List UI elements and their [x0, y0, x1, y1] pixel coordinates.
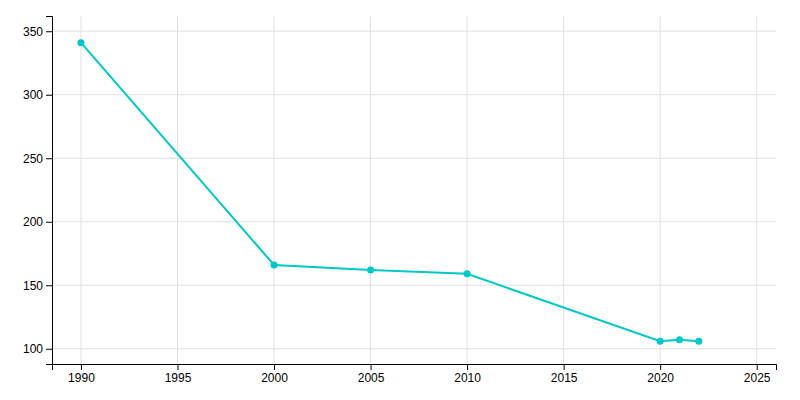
- y-axis: 100 150 200 250 300 350: [23, 17, 53, 365]
- x-tick-mark: [660, 364, 661, 370]
- point: [695, 338, 702, 345]
- grid-line-y: [52, 94, 776, 95]
- grid-line-y: [52, 221, 776, 222]
- point: [77, 39, 84, 46]
- y-tick: 350: [23, 25, 52, 39]
- y-tick-mark: [46, 285, 52, 286]
- x-tick-mark: [467, 364, 468, 370]
- y-tick-label: 250: [23, 152, 43, 166]
- x-tick-mark: [757, 364, 758, 370]
- grid-line-y: [52, 158, 776, 159]
- x-tick-label: 1990: [68, 371, 95, 385]
- x-tick-label: 2025: [744, 371, 771, 385]
- x-tick-mark: [177, 364, 178, 370]
- plot-area: 1990 1995 2000 2005 2010 2015 2020 2025 100 150 20…: [23, 16, 777, 385]
- y-tick-mark: [46, 95, 52, 96]
- x-tick-label: 1995: [165, 371, 192, 385]
- x-tick: 2015: [551, 364, 578, 385]
- line: [81, 43, 699, 341]
- grid-line-x: [660, 16, 661, 364]
- y-tick-label: 300: [23, 88, 43, 102]
- x-tick-label: 2015: [551, 371, 578, 385]
- x-tick: 1995: [165, 364, 192, 385]
- y-tick-label: 150: [23, 279, 43, 293]
- y-tick-mark: [46, 158, 52, 159]
- grid-line-x: [177, 16, 178, 364]
- y-axis-line: [46, 17, 53, 365]
- x-axis-line: [53, 365, 777, 371]
- x-tick-mark: [564, 364, 565, 370]
- y-tick-label: 200: [23, 215, 43, 229]
- y-tick-label: 350: [23, 25, 43, 39]
- x-tick-label: 2020: [647, 371, 674, 385]
- point: [271, 261, 278, 268]
- y-tick-mark: [46, 31, 52, 32]
- marks: [77, 39, 702, 344]
- grid-line-x: [467, 16, 468, 364]
- grid-line-x: [756, 16, 757, 364]
- x-tick: 1990: [68, 364, 95, 385]
- point: [676, 336, 683, 343]
- point: [367, 267, 374, 274]
- y-tick-mark: [46, 349, 52, 350]
- x-tick-label: 2005: [358, 371, 385, 385]
- grid-line-x: [370, 16, 371, 364]
- x-axis: 1990 1995 2000 2005 2010 2015 2020 2025: [53, 364, 777, 385]
- grid: [52, 16, 776, 364]
- grid-line-y: [52, 31, 776, 32]
- x-tick: 2005: [358, 364, 385, 385]
- x-tick-label: 2000: [261, 371, 288, 385]
- grid-line-x: [563, 16, 564, 364]
- y-tick: 100: [23, 342, 52, 356]
- grid-line-y: [52, 285, 776, 286]
- x-tick: 2010: [454, 364, 481, 385]
- x-tick-mark: [81, 364, 82, 370]
- x-tick: 2000: [261, 364, 288, 385]
- x-tick-mark: [274, 364, 275, 370]
- y-tick: 250: [23, 152, 52, 166]
- chart-svg: 1990 1995 2000 2005 2010 2015 2020 2025 100 150 20…: [0, 0, 800, 400]
- y-tick: 200: [23, 215, 52, 229]
- x-tick-label: 2010: [454, 371, 481, 385]
- x-tick: 2020: [647, 364, 674, 385]
- x-tick: 2025: [744, 364, 771, 385]
- x-tick-mark: [371, 364, 372, 370]
- y-tick-mark: [46, 222, 52, 223]
- grid-line-x: [80, 16, 81, 364]
- grid-line-x: [274, 16, 275, 364]
- point: [657, 338, 664, 345]
- point: [464, 270, 471, 277]
- y-tick-label: 100: [23, 342, 43, 356]
- y-tick: 150: [23, 279, 52, 293]
- grid-line-y: [52, 348, 776, 349]
- y-tick: 300: [23, 88, 52, 102]
